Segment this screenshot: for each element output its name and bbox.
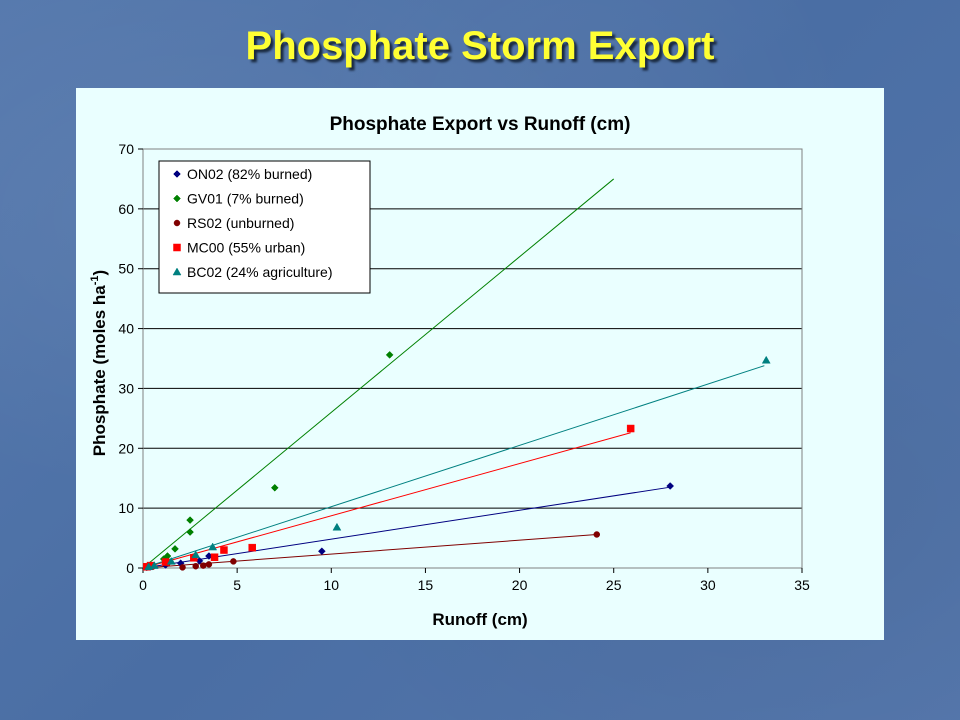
- legend-marker: [173, 243, 181, 252]
- legend-box: [158, 160, 371, 294]
- y-tick-label: 0: [126, 560, 134, 576]
- data-point: [385, 351, 394, 359]
- trendline: [142, 432, 631, 569]
- data-point: [626, 424, 635, 433]
- trendline: [142, 533, 597, 569]
- y-tick-label: 40: [118, 321, 134, 337]
- plot-area: [142, 148, 803, 569]
- trendline: [142, 365, 765, 569]
- x-axis-label: Runoff (cm): [432, 610, 527, 629]
- x-tick-label: 35: [794, 577, 810, 593]
- chart-title: Phosphate Export vs Runoff (cm): [330, 114, 631, 135]
- chart-panel: Phosphate Export vs Runoff (cm) 0 10 20 30 4…: [76, 88, 884, 640]
- data-point: [191, 550, 201, 559]
- legend-label: BC02 (24% agriculture): [187, 264, 333, 280]
- y-tick-label: 10: [118, 500, 134, 516]
- legend-label: RS02 (unburned): [187, 215, 294, 231]
- data-point: [210, 553, 219, 561]
- data-point: [270, 483, 279, 492]
- y-tick-label: 20: [118, 440, 134, 456]
- trendlines: [142, 178, 765, 569]
- data-point: [248, 543, 256, 552]
- data-point: [230, 558, 237, 565]
- x-tick-label: 10: [323, 577, 339, 593]
- data-point: [318, 547, 326, 556]
- data-point: [186, 516, 194, 524]
- legend-label: GV01 (7% burned): [187, 191, 304, 207]
- x-tick-label: 20: [512, 577, 528, 593]
- legend-marker: [172, 267, 182, 276]
- y-tick-label: 30: [118, 380, 134, 396]
- phosphate-chart: Phosphate Export vs Runoff (cm) 0 10 20 30 4…: [89, 114, 810, 629]
- y-tick-label: 50: [118, 261, 134, 277]
- data-point: [171, 544, 179, 553]
- data-point: [208, 542, 218, 551]
- y-axis-label: Phosphate (moles ha-1): [89, 270, 109, 456]
- trendline: [142, 486, 671, 569]
- legend-marker: [173, 219, 181, 227]
- data-point: [666, 482, 675, 490]
- x-tick-label: 15: [418, 577, 434, 593]
- x-tick-label: 25: [606, 577, 622, 593]
- y-axis-label-superscript: -1: [89, 275, 101, 285]
- data-point: [179, 564, 186, 571]
- data-point: [186, 528, 194, 536]
- legend-label: ON02 (82% burned): [187, 166, 312, 182]
- y-tick-label: 60: [118, 201, 134, 217]
- data-point: [166, 556, 176, 565]
- x-tick-label: 5: [233, 577, 241, 593]
- x-axis-ticks: 0 5 10 15 20 25 30 35: [139, 568, 810, 593]
- slide-title: Phosphate Storm Export: [245, 24, 715, 68]
- legend-marker: [173, 170, 181, 178]
- y-tick-label: 70: [118, 141, 134, 157]
- data-point: [220, 546, 228, 554]
- y-axis-label-tail: ): [90, 270, 109, 276]
- data-point: [200, 562, 207, 569]
- legend-marker: [173, 194, 181, 203]
- trendline: [142, 178, 615, 569]
- y-axis-label-main: Phosphate (moles ha: [90, 285, 109, 457]
- data-point: [192, 562, 199, 570]
- y-axis-ticks: 0 10 20 30 40 50 60 70: [118, 141, 143, 576]
- data-points: [142, 351, 771, 572]
- data-point: [205, 561, 213, 568]
- data-point: [332, 522, 342, 531]
- legend-label: MC00 (55% urban): [187, 240, 305, 256]
- x-tick-label: 0: [139, 577, 147, 593]
- legend: ON02 (82% burned) GV01 (7% burned) RS02 (u…: [158, 160, 371, 294]
- x-tick-label: 30: [700, 577, 716, 593]
- data-point: [593, 531, 601, 538]
- data-point: [149, 561, 159, 569]
- data-point: [761, 355, 771, 364]
